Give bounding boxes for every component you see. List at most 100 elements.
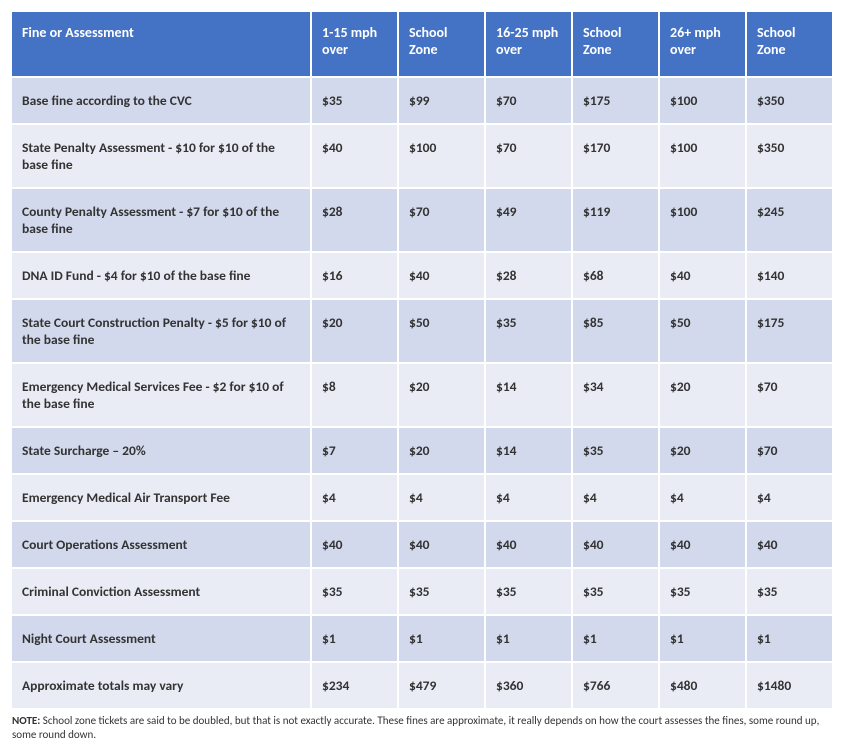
row-value: $479 — [398, 662, 485, 709]
row-value: $7 — [311, 427, 398, 474]
row-value: $20 — [398, 427, 485, 474]
fines-table: Fine or Assessment1-15 mph overSchool Zo… — [10, 10, 834, 710]
row-value: $70 — [398, 188, 485, 252]
row-value: $49 — [485, 188, 572, 252]
row-value: $70 — [746, 427, 833, 474]
row-value: $20 — [659, 363, 746, 427]
column-header: 16-25 mph over — [485, 11, 572, 77]
row-value: $70 — [485, 124, 572, 188]
row-value: $100 — [659, 188, 746, 252]
row-value: $40 — [311, 521, 398, 568]
table-row: Base fine according to the CVC$35$99$70$… — [11, 77, 833, 124]
row-label: State Court Construction Penalty - $5 fo… — [11, 299, 311, 363]
row-value: $1 — [659, 615, 746, 662]
row-value: $4 — [311, 474, 398, 521]
row-value: $35 — [398, 568, 485, 615]
row-value: $40 — [398, 252, 485, 299]
row-value: $1 — [746, 615, 833, 662]
row-value: $35 — [572, 568, 659, 615]
row-label: State Penalty Assessment - $10 for $10 o… — [11, 124, 311, 188]
row-value: $234 — [311, 662, 398, 709]
row-value: $360 — [485, 662, 572, 709]
row-value: $40 — [659, 521, 746, 568]
row-value: $35 — [572, 427, 659, 474]
table-row: State Court Construction Penalty - $5 fo… — [11, 299, 833, 363]
row-label: Criminal Conviction Assessment — [11, 568, 311, 615]
row-value: $35 — [311, 568, 398, 615]
row-value: $4 — [398, 474, 485, 521]
row-value: $40 — [659, 252, 746, 299]
row-value: $1 — [485, 615, 572, 662]
row-value: $100 — [659, 124, 746, 188]
table-row: Night Court Assessment$1$1$1$1$1$1 — [11, 615, 833, 662]
row-value: $1 — [572, 615, 659, 662]
table-row: County Penalty Assessment - $7 for $10 o… — [11, 188, 833, 252]
column-header: 1-15 mph over — [311, 11, 398, 77]
row-value: $4 — [572, 474, 659, 521]
row-value: $16 — [311, 252, 398, 299]
table-body: Base fine according to the CVC$35$99$70$… — [11, 77, 833, 709]
row-value: $85 — [572, 299, 659, 363]
row-value: $1 — [311, 615, 398, 662]
row-value: $170 — [572, 124, 659, 188]
table-row: Criminal Conviction Assessment$35$35$35$… — [11, 568, 833, 615]
row-value: $766 — [572, 662, 659, 709]
row-value: $50 — [659, 299, 746, 363]
row-value: $68 — [572, 252, 659, 299]
row-label: Approximate totals may vary — [11, 662, 311, 709]
row-value: $35 — [746, 568, 833, 615]
column-header: School Zone — [572, 11, 659, 77]
row-value: $175 — [572, 77, 659, 124]
footnote: NOTE: School zone tickets are said to be… — [10, 710, 833, 743]
row-value: $100 — [398, 124, 485, 188]
row-value: $34 — [572, 363, 659, 427]
footnote-text: School zone tickets are said to be doubl… — [12, 714, 819, 741]
row-value: $480 — [659, 662, 746, 709]
table-row: Emergency Medical Air Transport Fee$4$4$… — [11, 474, 833, 521]
row-value: $40 — [746, 521, 833, 568]
row-value: $4 — [746, 474, 833, 521]
row-value: $245 — [746, 188, 833, 252]
row-label: Base fine according to the CVC — [11, 77, 311, 124]
row-value: $35 — [311, 77, 398, 124]
table-row: Court Operations Assessment$40$40$40$40$… — [11, 521, 833, 568]
row-value: $40 — [572, 521, 659, 568]
row-value: $350 — [746, 77, 833, 124]
row-value: $1 — [398, 615, 485, 662]
row-value: $14 — [485, 427, 572, 474]
row-value: $20 — [659, 427, 746, 474]
table-row: Emergency Medical Services Fee - $2 for … — [11, 363, 833, 427]
row-value: $28 — [485, 252, 572, 299]
table-row: State Surcharge – 20%$7$20$14$35$20$70 — [11, 427, 833, 474]
row-value: $35 — [485, 568, 572, 615]
column-header: Fine or Assessment — [11, 11, 311, 77]
row-value: $50 — [398, 299, 485, 363]
column-header: 26+ mph over — [659, 11, 746, 77]
row-label: Emergency Medical Air Transport Fee — [11, 474, 311, 521]
row-value: $100 — [659, 77, 746, 124]
row-label: Court Operations Assessment — [11, 521, 311, 568]
row-label: Night Court Assessment — [11, 615, 311, 662]
column-header: School Zone — [398, 11, 485, 77]
row-value: $70 — [746, 363, 833, 427]
table-row: State Penalty Assessment - $10 for $10 o… — [11, 124, 833, 188]
row-value: $175 — [746, 299, 833, 363]
row-label: State Surcharge – 20% — [11, 427, 311, 474]
row-value: $40 — [311, 124, 398, 188]
row-value: $40 — [485, 521, 572, 568]
table-header: Fine or Assessment1-15 mph overSchool Zo… — [11, 11, 833, 77]
row-value: $70 — [485, 77, 572, 124]
header-row: Fine or Assessment1-15 mph overSchool Zo… — [11, 11, 833, 77]
row-value: $1480 — [746, 662, 833, 709]
row-label: DNA ID Fund - $4 for $10 of the base fin… — [11, 252, 311, 299]
row-value: $14 — [485, 363, 572, 427]
row-value: $350 — [746, 124, 833, 188]
row-value: $28 — [311, 188, 398, 252]
row-value: $40 — [398, 521, 485, 568]
row-value: $35 — [485, 299, 572, 363]
row-value: $4 — [485, 474, 572, 521]
row-value: $8 — [311, 363, 398, 427]
table-row: DNA ID Fund - $4 for $10 of the base fin… — [11, 252, 833, 299]
row-value: $119 — [572, 188, 659, 252]
row-value: $99 — [398, 77, 485, 124]
